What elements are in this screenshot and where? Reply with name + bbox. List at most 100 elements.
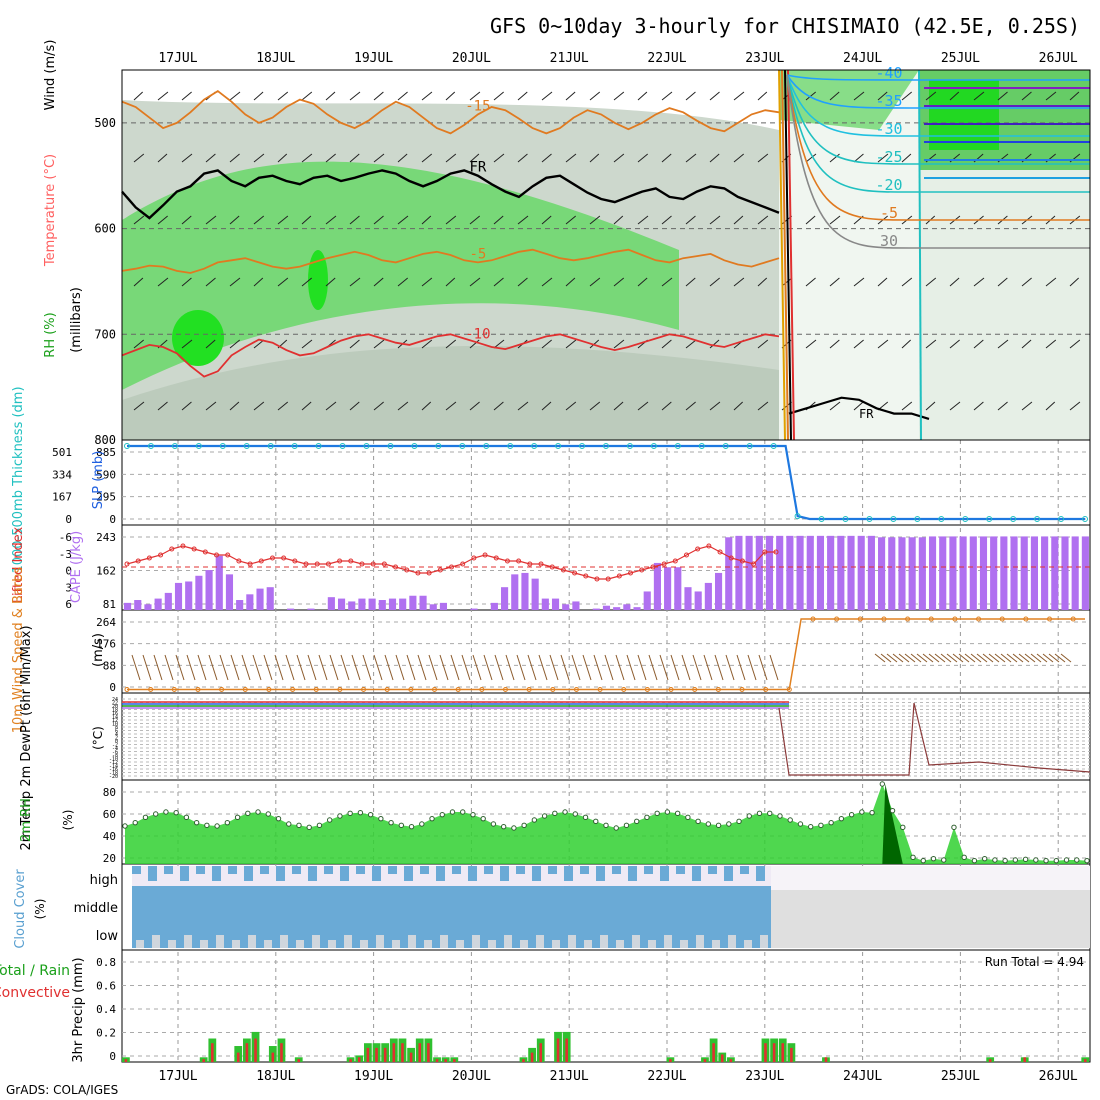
wind-barb [880,653,892,663]
slp-point [1034,516,1041,522]
upper-wind-barb [469,215,481,225]
cape-bar [439,602,448,610]
upper-wind-barb [421,339,433,349]
precip-convective-bar [729,1059,733,1062]
wind-speed-point [928,616,934,622]
wind-speed-point [668,686,674,692]
slp-point [1082,516,1088,522]
upper-wind-barb [757,215,769,225]
cloud-bar-high [724,866,733,881]
rh-point [756,810,763,817]
cloud-bar-high [404,866,413,881]
wind-speed-line [127,618,1085,691]
cape-bar [745,535,753,610]
lifted-index-point [482,552,488,558]
rh-point [183,814,190,821]
rh-point [951,824,957,831]
lifted-index-point [415,570,421,576]
rh-point [736,818,742,825]
upper-wind-barb [925,339,937,349]
wind-barb [626,654,636,681]
cape-bar [918,537,926,610]
wind-barb [970,653,982,663]
precip-convective-bar [366,1047,370,1062]
cape-bar [664,567,672,610]
temp-tick-label: 0 [115,739,118,745]
upper-wind-barb [925,91,937,101]
precip-convective-bar [236,1052,240,1062]
wind-speed-point [881,616,887,622]
rh-point [664,809,671,815]
cloud-bar-low [760,935,768,948]
run-total-label: Run Total = 4.94 [985,955,1084,969]
cape-bar [806,535,814,610]
cape-bar [908,537,916,610]
upper-wind-barb [253,339,265,349]
slp-point [986,516,993,522]
cloud-bar-high [212,866,221,881]
cape-bar [307,608,315,610]
lifted-index-point [616,573,622,579]
upper-wind-barb [757,277,768,287]
precip-convective-bar [245,1043,249,1062]
cape-bar [409,595,417,610]
rh-point [173,809,179,816]
pressure-tick-label: 800 [94,433,116,447]
cloud-bar-high [244,866,253,881]
upper-wind-barb [253,91,264,101]
upper-wind-barb [1021,401,1033,411]
wind-barb [736,654,746,681]
rh2m-right-tick: 80 [103,786,116,799]
upper-wind-barb [661,339,672,349]
cape-bar [796,535,804,610]
rh-point [153,811,159,817]
footer-credit: GrADS: COLA/IGES [6,1083,118,1097]
wind-barb [714,654,724,681]
cloud-bar-high [148,866,157,881]
cape-bar [592,608,600,610]
upper-wind-barb [229,215,240,225]
temperature-contour [121,90,780,135]
wind-speed-axis-label: 10m Wind Speed & Barbs [11,567,26,734]
cape-bar [419,595,427,610]
after-break-contour-label: -40 [875,64,902,82]
wind-speed-point [455,686,461,692]
cloud-bar-high [372,866,381,881]
day-label-bottom: 25JUL [941,1069,980,1084]
pressure-tick-label: 700 [94,327,116,341]
wind-barb [874,653,886,663]
lifted-index-point [214,552,220,558]
cape-bar [847,535,855,610]
cape-bar [164,592,172,610]
upper-wind-barb [349,339,360,349]
rh-point [265,811,271,817]
upper-wind-barb [325,215,337,225]
after-break-contour [786,74,1090,81]
rh-point [848,811,855,818]
cape-bar [725,537,733,610]
wind-barb [1006,653,1018,663]
day-label-bottom: 21JUL [550,1069,589,1084]
wind-speed-point [810,616,816,622]
rh-point [603,822,609,829]
cape-bar [949,536,957,610]
upper-wind-barb [397,401,409,411]
wind-barb [285,654,295,681]
after-break-contour-label: 30 [880,232,898,250]
upper-wind-barb [1021,339,1032,349]
wind-barb [637,654,647,681]
upper-wind-barb [1069,91,1080,101]
slp-point [147,443,154,449]
cape-bar [429,604,437,610]
thickness-axis-label: 1000-500mb Thickness (dm) [11,386,26,573]
lifted-index-point [314,561,320,567]
contour-break-line [778,69,786,441]
upper-wind-barb [277,215,289,225]
rh-point [746,813,752,819]
precip-convective-bar [772,1043,776,1062]
precip-convective-bar [790,1047,793,1062]
rh-point [889,807,896,814]
day-label-top: 20JUL [452,51,491,66]
rh-point [490,821,497,827]
wind-barb [230,654,240,681]
